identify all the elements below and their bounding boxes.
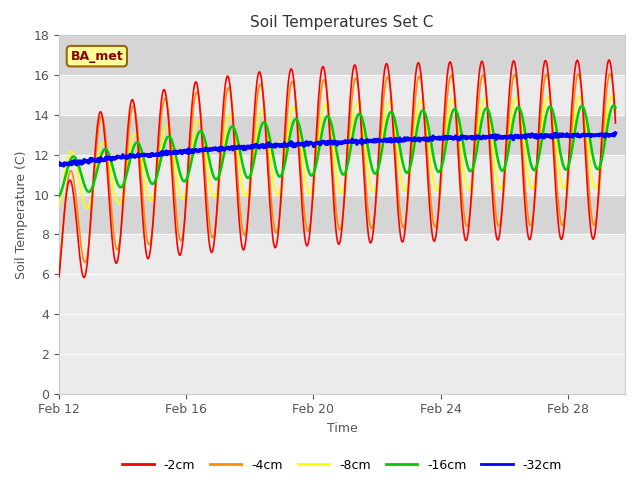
- Title: Soil Temperatures Set C: Soil Temperatures Set C: [250, 15, 434, 30]
- X-axis label: Time: Time: [326, 422, 358, 435]
- Bar: [59, 115, 625, 155]
- Text: BA_met: BA_met: [70, 49, 124, 63]
- Legend: -2cm, -4cm, -8cm, -16cm, -32cm: -2cm, -4cm, -8cm, -16cm, -32cm: [117, 454, 567, 477]
- Y-axis label: Soil Temperature (C): Soil Temperature (C): [15, 150, 28, 279]
- Bar: [59, 194, 625, 234]
- Bar: [59, 36, 625, 75]
